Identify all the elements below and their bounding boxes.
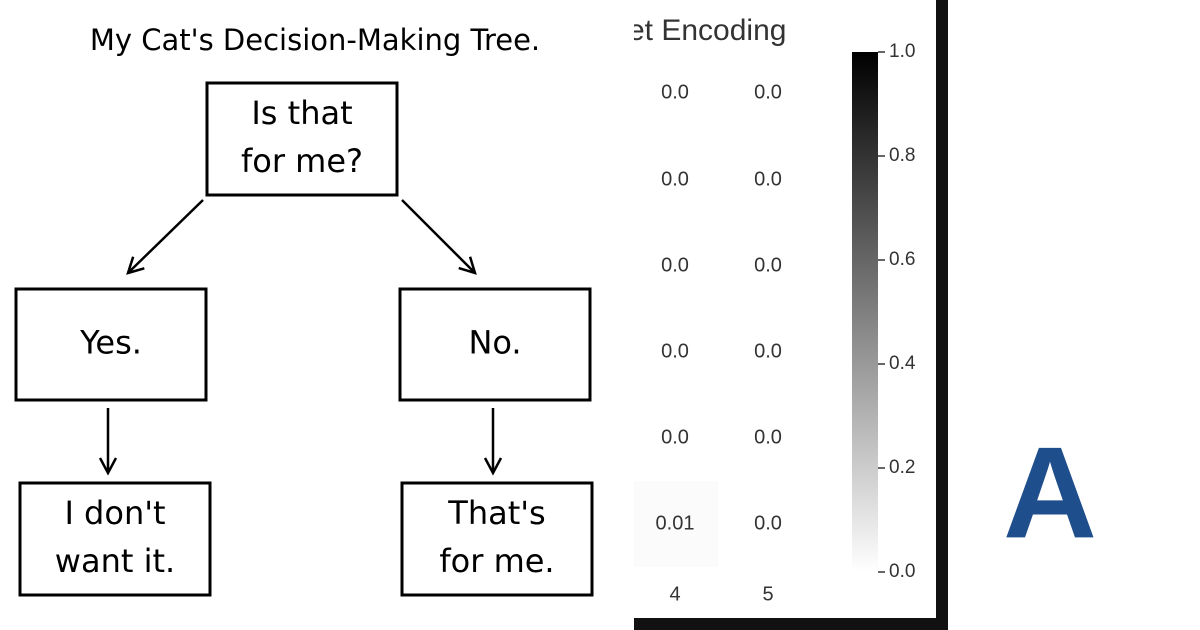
tree-node-box bbox=[18, 481, 212, 597]
logo-letter: A bbox=[1003, 419, 1097, 565]
tree-node-label: Is that bbox=[251, 94, 352, 132]
heatmap-cell-value: 0.0 bbox=[754, 254, 782, 276]
heatmap-cell-value: 0.0 bbox=[661, 426, 689, 448]
colorbar-tick-label: 0.4 bbox=[889, 353, 916, 374]
heatmap-cell-value: 0.0 bbox=[754, 340, 782, 362]
column-label: 5 bbox=[762, 583, 773, 605]
colorbar-tick-label: 1.0 bbox=[889, 41, 915, 62]
heatmap-title: et Encoding bbox=[628, 14, 786, 47]
tree-node-label: for me? bbox=[241, 142, 363, 180]
colorbar-ticks: 1.0 0.8 0.6 0.4 0.2 0.0 bbox=[878, 41, 916, 582]
colorbar-tick-label: 0.8 bbox=[889, 145, 915, 166]
tree-node-box bbox=[14, 287, 208, 402]
tree-node-label: No. bbox=[468, 324, 521, 362]
tree-node-label: for me. bbox=[439, 542, 554, 580]
heatmap-cell-value: 0.0 bbox=[754, 512, 782, 534]
arrow bbox=[401, 199, 477, 275]
heatmap-cell-value: 0.0 bbox=[661, 168, 689, 190]
arrow bbox=[126, 199, 204, 275]
heatmap-cell-value: 0.0 bbox=[661, 340, 689, 362]
tree-node-box bbox=[205, 81, 399, 197]
tree-title: My Cat's Decision-Making Tree. bbox=[90, 23, 540, 57]
heatmap-cell-shade bbox=[634, 481, 718, 567]
decision-tree: My Cat's Decision-Making Tree. Is that fo… bbox=[14, 23, 594, 597]
heatmap-cell-value: 0.0 bbox=[754, 81, 782, 103]
colorbar-tick-label: 0.6 bbox=[889, 249, 915, 270]
tree-node-box bbox=[400, 481, 594, 597]
heatmap-cell-value: 0.01 bbox=[656, 512, 695, 534]
tree-node-label: That's bbox=[447, 494, 545, 532]
tree-node-label: Yes. bbox=[79, 324, 142, 362]
heatmap-cell-value: 0.0 bbox=[661, 81, 689, 103]
colorbar bbox=[852, 52, 878, 572]
heatmap-cells: 0.0 0.0 0.0 0.0 0.0 0.0 0.0 0.0 0.0 0.0 0.01 0.0 4 5 bbox=[634, 81, 782, 605]
heatmap-cell-value: 0.0 bbox=[754, 168, 782, 190]
colorbar-tick-label: 0.2 bbox=[889, 457, 915, 478]
tree-node-box bbox=[398, 287, 592, 402]
tree-node-label: want it. bbox=[55, 542, 175, 580]
heatmap-cell-value: 0.0 bbox=[661, 254, 689, 276]
colorbar-tick-label: 0.0 bbox=[889, 561, 915, 582]
heatmap-screenshot: et Encoding 0.0 0.00.0 0.00.0 0.00.0 0.00.0 0… bbox=[628, 0, 948, 630]
heatmap-cell-value: 0.0 bbox=[754, 426, 782, 448]
column-label: 4 bbox=[669, 583, 680, 605]
tree-node-label: I don't bbox=[64, 494, 165, 532]
tree-nodes: Is that for me? Yes. No. I don't want it. That… bbox=[14, 81, 594, 597]
